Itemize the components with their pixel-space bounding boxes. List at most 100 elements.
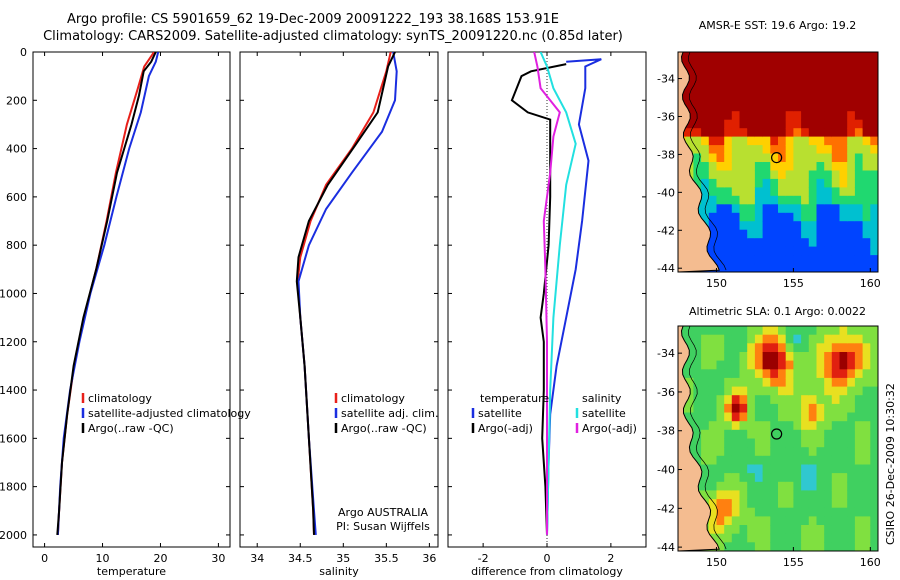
sla-map-xtick-label: 150 — [706, 556, 727, 569]
sla-map-cell — [754, 412, 764, 422]
sla-map-cell — [785, 352, 794, 362]
sst-map-cell — [731, 153, 741, 163]
sst-map-cell — [685, 136, 694, 146]
sla-map-cell — [685, 395, 694, 405]
sst-map-cell — [862, 153, 871, 163]
sla-map-cell — [724, 455, 733, 466]
sst-map-cell — [739, 77, 748, 87]
sst-map-cell — [731, 255, 741, 265]
sla-map-cell — [747, 377, 756, 388]
sst-map-cell — [839, 128, 848, 138]
sst-map-cell — [862, 128, 871, 138]
sla-map-cell — [831, 377, 841, 388]
sst-map-cell — [831, 136, 841, 146]
sst-map-cell — [785, 119, 794, 129]
sst-map-cell — [816, 128, 825, 138]
sla-map-cell — [824, 429, 833, 440]
sla-map-cell — [831, 516, 841, 526]
sst-map-cell — [824, 212, 833, 222]
sst-map-cell — [785, 128, 794, 138]
sst-map-cell — [854, 77, 864, 87]
sst-map-cell — [793, 111, 802, 121]
sst-map-cell — [839, 111, 848, 121]
sst-map-cell — [785, 77, 794, 87]
sst-map-cell — [739, 246, 748, 256]
sla-map-cell — [793, 352, 802, 362]
sla-map-cell — [716, 525, 725, 535]
sst-map-cell — [778, 178, 787, 188]
sst-map-cell — [824, 77, 833, 87]
sla-map-cell — [731, 377, 741, 388]
sst-map-cell — [847, 94, 856, 104]
sla-map-cell — [701, 326, 710, 336]
sla-map-cell — [801, 429, 810, 440]
sst-map-cell — [847, 128, 856, 138]
sla-map-cell — [701, 369, 710, 379]
sla-map-cell — [747, 481, 756, 492]
sst-map-cell — [739, 187, 748, 197]
sla-map-cell — [839, 473, 848, 483]
sst-map-cell — [778, 52, 787, 62]
sla-map-cell — [785, 438, 794, 448]
sst-map-cell — [693, 153, 702, 163]
sst-map-cell — [847, 229, 856, 239]
sla-map-cell — [808, 438, 818, 448]
difference-xtick-label: 2 — [607, 552, 614, 565]
sla-map-cell — [808, 455, 818, 466]
sst-map-cell — [785, 255, 794, 265]
salinity-xtick-label: 34.5 — [288, 552, 313, 565]
sla-map-cell — [808, 533, 818, 543]
sst-map-cell — [724, 77, 733, 87]
sla-map-cell — [724, 369, 733, 379]
sst-map-cell — [870, 255, 878, 265]
sst-map-cell — [801, 162, 810, 172]
sst-map-cell — [731, 246, 741, 256]
figure-title-line-2: Climatology: CARS2009. Satellite-adjuste… — [43, 29, 623, 44]
sst-map-cell — [762, 153, 771, 163]
sst-map-cell — [801, 128, 810, 138]
sla-map-cell — [808, 481, 818, 492]
sla-map-cell — [754, 386, 764, 396]
sla-map-field — [678, 326, 878, 551]
sst-map-cell — [754, 255, 764, 265]
sst-map-cell — [693, 52, 702, 62]
depth-tick-label: 1000 — [0, 287, 27, 300]
diff-legend-left-1-label: satellite — [478, 407, 522, 420]
sla-map-cell — [754, 403, 764, 414]
sla-map-cell — [824, 525, 833, 535]
sst-map-cell — [870, 170, 878, 180]
sla-map-cell — [724, 343, 733, 353]
sst-map-cell — [808, 178, 818, 188]
sla-map-cell — [739, 447, 748, 457]
sst-map-cell — [824, 195, 833, 205]
sla-map-cell — [839, 481, 848, 492]
sla-map-cell — [824, 386, 833, 396]
sla-map-cell — [854, 499, 864, 509]
sst-map-cell — [762, 136, 771, 146]
sst-map-cell — [747, 246, 756, 256]
sst-map-cell — [847, 77, 856, 87]
sla-map-cell — [862, 464, 871, 474]
sst-map-cell — [839, 136, 848, 146]
sla-map-cell — [862, 352, 871, 362]
sst-map-cell — [685, 52, 694, 62]
sst-map-cell — [762, 94, 771, 104]
sla-map-cell — [808, 490, 818, 500]
sst-map-cell — [762, 178, 771, 188]
sst-map-cell — [801, 153, 810, 163]
sla-map-land — [678, 326, 720, 551]
sla-map-cell — [716, 447, 725, 457]
sla-map-cell — [693, 334, 702, 344]
sst-map-cell — [847, 263, 856, 272]
sla-map-cell — [870, 334, 878, 344]
sst-map-cell — [824, 102, 833, 112]
sla-map-cell — [724, 360, 733, 370]
sst-map-cell — [747, 178, 756, 188]
sla-map-cell — [731, 464, 741, 474]
sst-map-cell — [747, 94, 756, 104]
sla-map-cell — [770, 421, 779, 431]
depth-tick-label: 2000 — [0, 529, 27, 542]
sst-map-cell — [754, 85, 764, 95]
sst-map-cell — [793, 204, 802, 214]
sst-map-cell — [870, 178, 878, 188]
